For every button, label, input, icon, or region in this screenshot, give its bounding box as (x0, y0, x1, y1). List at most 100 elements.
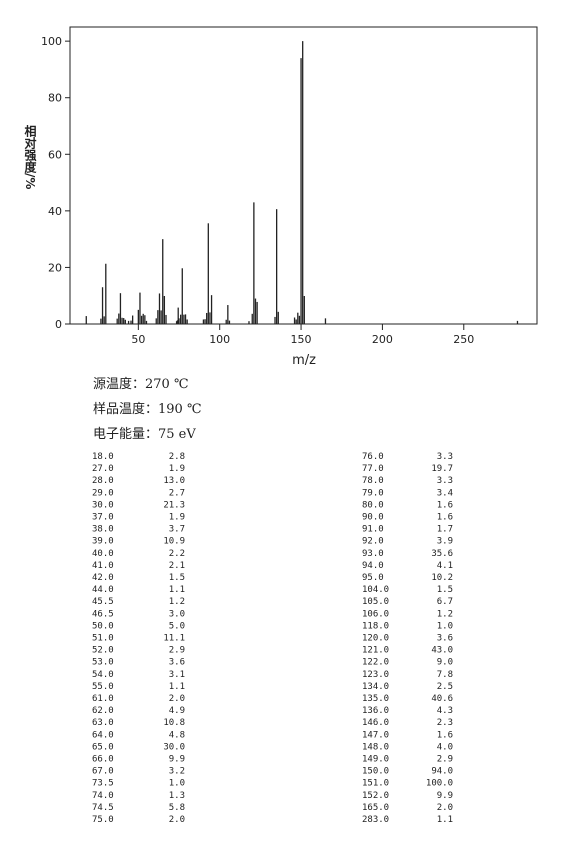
x-tick-label: 50 (131, 333, 145, 346)
table-mz: 165.0 (362, 803, 389, 813)
table-intensity: 2.3 (437, 718, 453, 728)
condition: 样品温度：190 ℃ (93, 401, 202, 417)
table-intensity: 35.6 (431, 549, 453, 559)
x-tick-label: 100 (209, 333, 230, 346)
table-intensity: 21.3 (163, 500, 185, 510)
table-intensity: 2.7 (169, 488, 185, 498)
table-intensity: 10.8 (163, 718, 185, 728)
table-mz: 28.0 (92, 476, 114, 486)
table-intensity: 4.9 (169, 706, 185, 716)
table-mz: 63.0 (92, 718, 114, 728)
table-mz: 105.0 (362, 597, 389, 607)
table-intensity: 11.1 (163, 634, 185, 644)
table-intensity: 7.8 (437, 670, 453, 680)
table-intensity: 1.2 (437, 609, 453, 619)
table-intensity: 1.9 (169, 464, 185, 474)
y-tick-label: 0 (55, 318, 62, 331)
table-intensity: 19.7 (431, 464, 453, 474)
table-intensity: 2.0 (437, 803, 453, 813)
table-mz: 120.0 (362, 634, 389, 644)
table-intensity: 1.9 (169, 513, 185, 523)
x-tick-label: 200 (372, 333, 393, 346)
table-intensity: 4.8 (169, 730, 185, 740)
y-tick-label: 40 (48, 205, 62, 218)
table-mz: 121.0 (362, 646, 389, 656)
table-mz: 74.0 (92, 791, 114, 801)
table-mz: 148.0 (362, 742, 389, 752)
table-mz: 64.0 (92, 730, 114, 740)
table-mz: 93.0 (362, 549, 384, 559)
table-intensity: 5.0 (169, 621, 185, 631)
condition: 电子能量：75 eV (93, 427, 196, 442)
table-intensity: 1.0 (437, 621, 453, 631)
table-mz: 149.0 (362, 755, 389, 765)
table-mz: 118.0 (362, 621, 389, 631)
table-intensity: 2.8 (169, 452, 185, 462)
table-mz: 150.0 (362, 767, 389, 777)
table-mz: 79.0 (362, 488, 384, 498)
table-mz: 134.0 (362, 682, 389, 692)
table-mz: 38.0 (92, 525, 114, 535)
y-tick-label: 20 (48, 261, 62, 274)
y-tick-label: 100 (41, 35, 62, 48)
table-mz: 62.0 (92, 706, 114, 716)
table-intensity: 100.0 (426, 779, 453, 789)
y-tick-label: 60 (48, 148, 62, 161)
table-mz: 123.0 (362, 670, 389, 680)
table-mz: 41.0 (92, 561, 114, 571)
table-intensity: 10.9 (163, 537, 185, 547)
table-intensity: 3.3 (437, 452, 453, 462)
table-mz: 151.0 (362, 779, 389, 789)
table-intensity: 9.9 (169, 755, 185, 765)
table-mz: 44.0 (92, 585, 114, 595)
table-intensity: 9.0 (437, 658, 453, 668)
table-mz: 283.0 (362, 815, 389, 825)
table-mz: 122.0 (362, 658, 389, 668)
table-mz: 52.0 (92, 646, 114, 656)
table-mz: 146.0 (362, 718, 389, 728)
table-intensity: 2.2 (169, 549, 185, 559)
table-intensity: 6.7 (437, 597, 453, 607)
table-mz: 54.0 (92, 670, 114, 680)
table-mz: 67.0 (92, 767, 114, 777)
table-mz: 61.0 (92, 694, 114, 704)
table-intensity: 13.0 (163, 476, 185, 486)
table-intensity: 4.3 (437, 706, 453, 716)
table-intensity: 10.2 (431, 573, 453, 583)
table-intensity: 1.6 (437, 730, 453, 740)
table-mz: 40.0 (92, 549, 114, 559)
table-intensity: 3.3 (437, 476, 453, 486)
table-mz: 37.0 (92, 513, 114, 523)
table-intensity: 1.7 (437, 525, 453, 535)
table-mz: 95.0 (362, 573, 384, 583)
table-intensity: 40.6 (431, 694, 453, 704)
table-mz: 39.0 (92, 537, 114, 547)
table-mz: 55.0 (92, 682, 114, 692)
table-intensity: 2.0 (169, 694, 185, 704)
table-intensity: 9.9 (437, 791, 453, 801)
x-axis-label: m/z (292, 353, 316, 368)
table-mz: 45.5 (92, 597, 114, 607)
table-intensity: 1.5 (169, 573, 185, 583)
condition: 源温度：270 ℃ (93, 376, 189, 392)
table-mz: 50.0 (92, 621, 114, 631)
table-intensity: 1.1 (437, 815, 453, 825)
table-intensity: 1.1 (169, 682, 185, 692)
table-mz: 51.0 (92, 634, 114, 644)
table-mz: 94.0 (362, 561, 384, 571)
table-intensity: 3.2 (169, 767, 185, 777)
table-intensity: 1.6 (437, 513, 453, 523)
table-mz: 91.0 (362, 525, 384, 535)
table-intensity: 1.1 (169, 585, 185, 595)
table-mz: 46.5 (92, 609, 114, 619)
table-intensity: 3.6 (169, 658, 185, 668)
table-intensity: 3.4 (437, 488, 453, 498)
table-mz: 73.5 (92, 779, 114, 789)
table-mz: 65.0 (92, 742, 114, 752)
table-intensity: 2.9 (169, 646, 185, 656)
table-mz: 42.0 (92, 573, 114, 583)
table-intensity: 94.0 (431, 767, 453, 777)
table-mz: 27.0 (92, 464, 114, 474)
table-mz: 78.0 (362, 476, 384, 486)
